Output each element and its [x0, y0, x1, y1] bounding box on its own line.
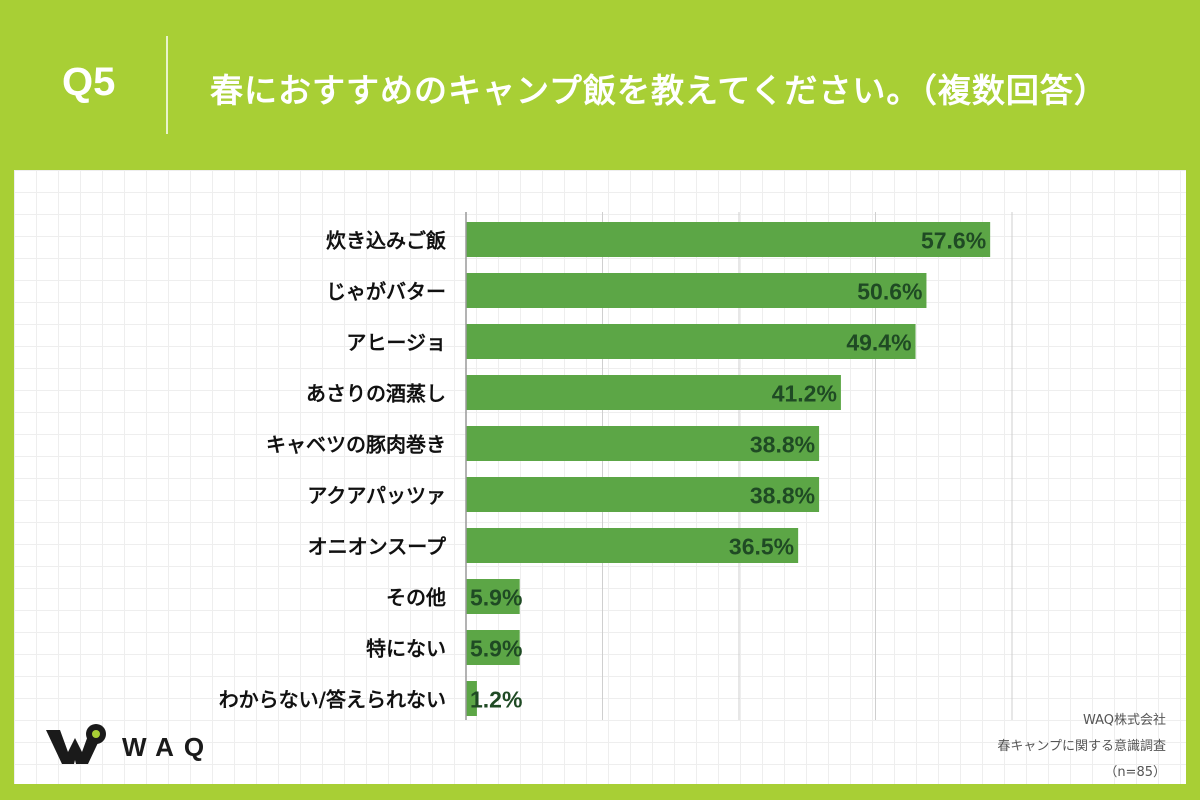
bar: [466, 273, 927, 308]
header: Q5 春におすすめのキャンプ飯を教えてください。（複数回答）: [0, 0, 1200, 170]
value-label: 5.9%: [470, 636, 522, 662]
category-label: 炊き込みご飯: [326, 229, 446, 253]
header-divider: [166, 36, 168, 134]
value-label: 50.6%: [857, 279, 922, 305]
category-label: その他: [386, 586, 446, 610]
page-title: 春におすすめのキャンプ飯を教えてください。（複数回答）: [210, 71, 1108, 110]
question-number: Q5: [62, 60, 116, 104]
value-label: 36.5%: [729, 534, 794, 560]
waq-logo: WAQ: [44, 720, 234, 768]
value-label: 5.9%: [470, 585, 522, 611]
category-label: じゃがバター: [326, 280, 446, 304]
logo-mark-icon: WAQ: [46, 724, 214, 764]
value-label: 49.4%: [846, 330, 911, 356]
credit-sample: （n=85）: [1104, 765, 1166, 780]
bar: [466, 375, 841, 410]
value-label: 38.8%: [750, 483, 815, 509]
bar: [466, 324, 916, 359]
bar: [466, 426, 820, 461]
category-label: あさりの酒蒸し: [306, 382, 446, 406]
value-label: 38.8%: [750, 432, 815, 458]
chart-panel: [14, 170, 1186, 784]
category-label: アヒージョ: [346, 331, 446, 355]
category-label: 特にない: [366, 637, 446, 661]
category-label: キャベツの豚肉巻き: [266, 433, 446, 457]
bar: [466, 477, 820, 512]
bar: [466, 681, 477, 716]
credit: WAQ株式会社 春キャンプに関する意識調査 （n=85）: [997, 708, 1166, 786]
bar: [466, 222, 991, 257]
credit-survey: 春キャンプに関する意識調査: [997, 739, 1166, 754]
bar: [466, 630, 520, 665]
bar: [466, 579, 520, 614]
value-label: 41.2%: [772, 381, 837, 407]
value-label: 1.2%: [470, 687, 522, 713]
logo-text: WAQ: [122, 732, 214, 762]
category-label: わからない/答えられない: [219, 688, 446, 712]
credit-company: WAQ株式会社: [1082, 713, 1166, 728]
value-label: 57.6%: [921, 228, 986, 254]
category-label: アクアパッツァ: [307, 484, 446, 508]
bar: [466, 528, 799, 563]
category-label: オニオンスープ: [308, 535, 447, 559]
